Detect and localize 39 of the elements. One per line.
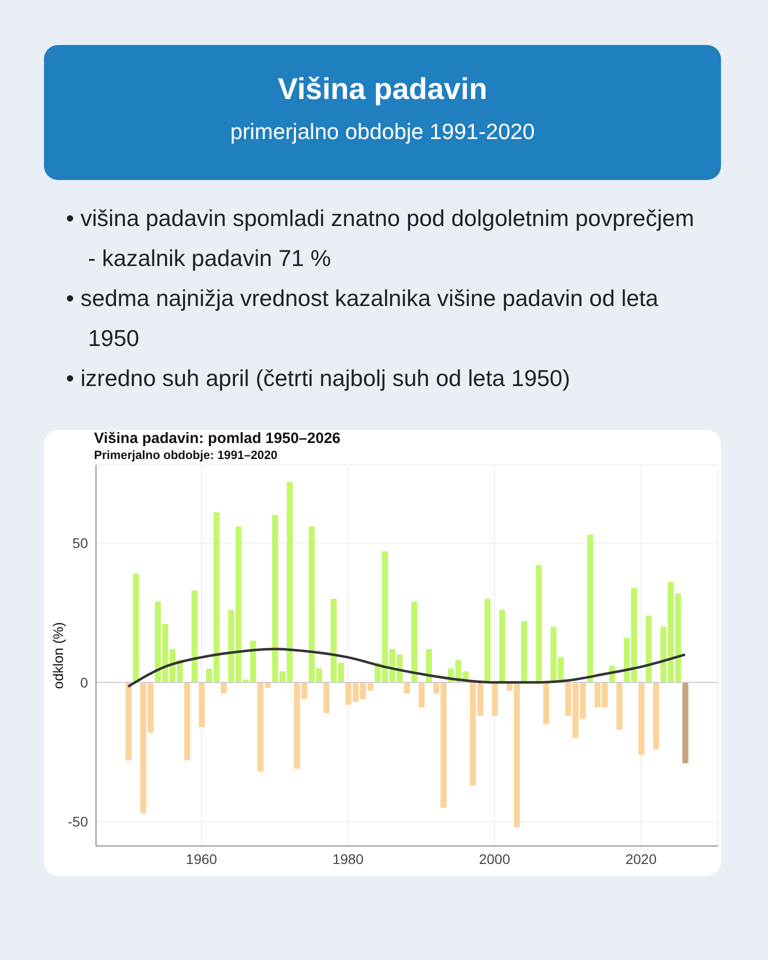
bar — [521, 621, 528, 682]
text: • sedma najnižja vrednost kazalnika višine padavin od leta 1950 — [66, 284, 660, 353]
bar — [653, 682, 660, 750]
bar — [587, 534, 594, 682]
text: • izredno suh april (četrti najbolj suh od leta 1950) — [66, 364, 572, 393]
bar — [404, 682, 410, 694]
text: primerjalno obdobje 1991-2020 — [229, 119, 536, 145]
bar — [132, 574, 139, 682]
x-tick-label: 2020 — [625, 850, 657, 867]
y-tick-label: 50 — [72, 535, 88, 552]
chart-subtitle: Primerjalno obdobje: 1991–2020 — [94, 448, 278, 462]
x-tick-label: 1960 — [186, 850, 218, 867]
x-tick-label: 2000 — [478, 850, 510, 867]
bar — [616, 682, 622, 730]
bar — [646, 616, 652, 682]
bar — [484, 598, 491, 682]
bar — [411, 602, 418, 682]
y-axis-title: odklon (%) — [50, 622, 66, 689]
bar — [638, 682, 644, 755]
bar — [426, 648, 432, 682]
y-tick-label: 0 — [80, 674, 88, 690]
bar — [198, 682, 205, 727]
bar — [192, 590, 198, 682]
bar — [126, 682, 132, 760]
bar — [323, 682, 330, 714]
bar — [536, 565, 542, 682]
chart-title: Višina padavin: pomlad 1950–2026 — [94, 430, 341, 447]
x-tick-label: 1980 — [332, 850, 364, 867]
bar — [418, 682, 425, 708]
line-series — [126, 648, 686, 688]
bar — [492, 682, 498, 716]
text: Višina padavin — [276, 73, 488, 107]
text: • višina padavin spomladi znatno pod dolgoletnim povprečjem - kazalnik padavin 71 % — [66, 204, 696, 273]
bar — [184, 682, 190, 760]
bar — [499, 610, 506, 682]
bar — [682, 682, 688, 764]
bar — [220, 682, 227, 694]
bar — [543, 682, 550, 724]
y-tick-label: -50 — [68, 814, 88, 830]
